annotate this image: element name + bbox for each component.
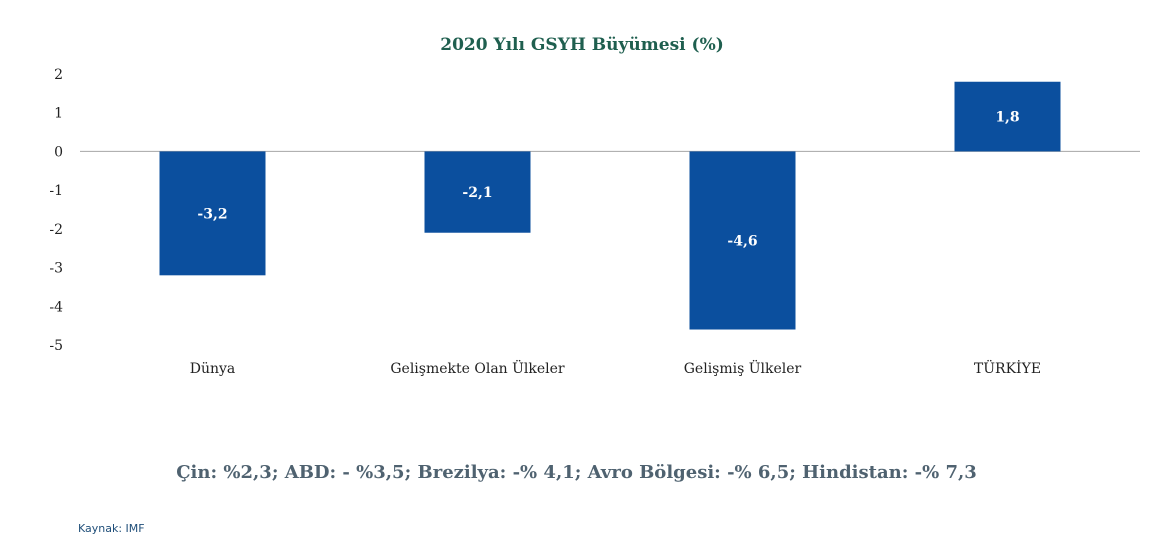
bar-chart: 2020 Yılı GSYH Büyümesi (%) 2 1 0 -1 -2 -3 -4 -… bbox=[49, 35, 1140, 377]
x-axis-ticks: Dünya Gelişmekte Olan Ülkeler Gelişmiş Ülk… bbox=[190, 359, 1041, 377]
y-tick-label: 0 bbox=[54, 144, 63, 160]
y-tick-label: -3 bbox=[49, 261, 63, 277]
chart-title: 2020 Yılı GSYH Büyümesi (%) bbox=[440, 35, 724, 55]
bar bbox=[424, 151, 531, 233]
bar bbox=[954, 81, 1061, 152]
y-tick-label: -5 bbox=[49, 338, 63, 354]
y-axis-ticks: 2 1 0 -1 -2 -3 -4 -5 bbox=[49, 67, 63, 354]
bar bbox=[159, 151, 266, 276]
y-tick-label: -4 bbox=[49, 299, 63, 315]
y-tick-label: 2 bbox=[54, 67, 63, 83]
x-tick-label: TÜRKİYE bbox=[974, 359, 1041, 377]
y-tick-label: 1 bbox=[54, 106, 63, 122]
source-label: Kaynak: IMF bbox=[78, 522, 145, 535]
bar-data-label: 1,8 bbox=[995, 110, 1019, 126]
bar-data-label: -3,2 bbox=[197, 206, 227, 222]
x-tick-label: Gelişmekte Olan Ülkeler bbox=[390, 359, 565, 377]
x-tick-label: Dünya bbox=[190, 361, 236, 377]
bar bbox=[689, 151, 796, 330]
bar-data-label: -4,6 bbox=[727, 233, 757, 249]
footnote: Çin: %2,3; ABD: - %3,5; Brezilya: -% 4,1… bbox=[176, 462, 977, 483]
y-tick-label: -2 bbox=[49, 222, 63, 238]
bars-group: -3,2 -2,1 -4,6 1,8 bbox=[159, 81, 1061, 330]
x-tick-label: Gelişmiş Ülkeler bbox=[684, 359, 802, 377]
bar-data-label: -2,1 bbox=[462, 185, 492, 201]
y-tick-label: -1 bbox=[49, 183, 63, 199]
